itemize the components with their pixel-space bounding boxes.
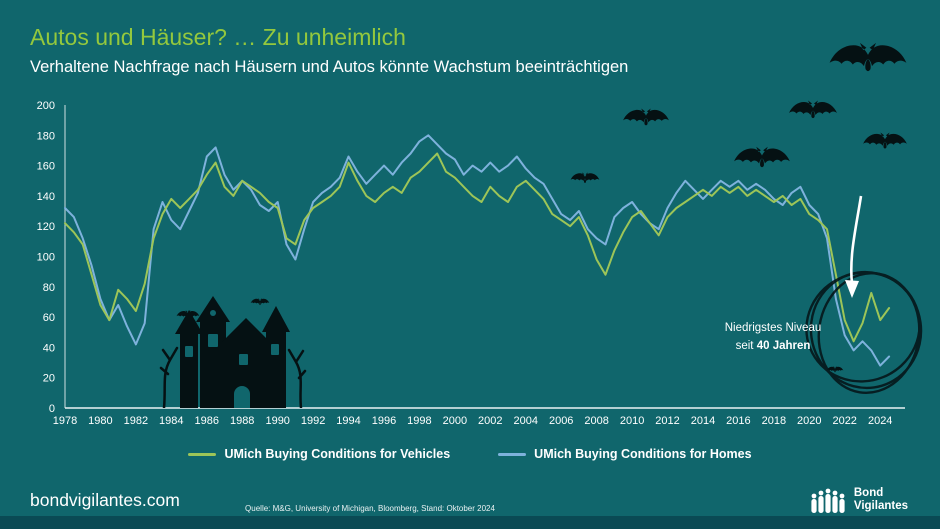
- legend-swatch: [188, 452, 217, 456]
- y-tick-label: 200: [37, 100, 55, 112]
- y-tick-label: 180: [37, 130, 55, 142]
- x-tick-label: 2006: [549, 415, 573, 427]
- x-tick-label: 1992: [301, 415, 325, 427]
- x-tick-label: 2018: [762, 415, 786, 427]
- y-tick-label: 20: [43, 373, 55, 385]
- people-icon: [811, 488, 845, 514]
- x-tick-label: 1982: [124, 415, 148, 427]
- x-tick-label: 2012: [655, 415, 679, 427]
- annotation-text: Niedrigstes Niveau seit: [724, 322, 822, 352]
- x-tick-label: 2000: [443, 415, 467, 427]
- bottom-strip: [0, 516, 940, 529]
- page-title: Autos und Häuser? … Zu unheimlich: [30, 24, 406, 50]
- x-tick-label: 2004: [514, 415, 538, 427]
- x-tick-label: 1984: [159, 415, 183, 427]
- bat-icon: [829, 42, 907, 72]
- x-tick-label: 2020: [797, 415, 821, 427]
- y-tick-label: 140: [37, 191, 55, 203]
- logo-line2: Vigilantes: [853, 500, 908, 513]
- x-tick-label: 2022: [832, 415, 856, 427]
- x-tick-label: 2002: [478, 415, 502, 427]
- x-tick-label: 2016: [726, 415, 750, 427]
- legend-swatch: [498, 452, 527, 456]
- x-tick-label: 2014: [691, 415, 715, 427]
- x-tick-label: 1986: [195, 415, 219, 427]
- chart-legend: UMich Buying Conditions for Vehicles UMic…: [0, 447, 940, 461]
- x-tick-label: 1998: [407, 415, 431, 427]
- x-tick-label: 1990: [265, 415, 289, 427]
- y-tick-label: 160: [37, 161, 55, 173]
- legend-item: UMich Buying Conditions for Vehicles: [188, 447, 450, 461]
- x-tick-label: 2010: [620, 415, 644, 427]
- logo-text: Bond Vigilantes: [854, 487, 908, 513]
- low-level-annotation: Niedrigstes Niveau seit 40 Jahren: [724, 320, 822, 356]
- legend-label: UMich Buying Conditions for Homes: [534, 447, 752, 461]
- y-tick-label: 120: [37, 221, 55, 233]
- y-tick-label: 40: [43, 342, 55, 354]
- x-tick-label: 2008: [584, 415, 608, 427]
- y-tick-label: 100: [37, 252, 55, 264]
- x-tick-label: 1994: [336, 415, 360, 427]
- logo-line1: Bond: [853, 487, 884, 499]
- x-tick-label: 2024: [868, 415, 892, 427]
- y-tick-label: 0: [49, 403, 55, 415]
- x-tick-label: 1988: [230, 415, 254, 427]
- series-line-vehicles: [64, 152, 891, 343]
- annotation-text-bold: 40 Jahren: [756, 339, 811, 352]
- y-tick-label: 80: [43, 282, 55, 294]
- x-tick-label: 1978: [53, 415, 77, 427]
- y-tick-label: 60: [43, 312, 55, 324]
- series-line-homes: [64, 134, 891, 367]
- x-tick-label: 1980: [88, 415, 112, 427]
- line-chart: 0 20 40 60 80 100 120 140 160 180 200 1978 1980 1982 1…: [37, 100, 905, 427]
- source-note: Quelle: M&G, University of Michigan, Blo…: [245, 504, 495, 513]
- legend-item: UMich Buying Conditions for Homes: [498, 447, 752, 461]
- page-subtitle: Verhaltene Nachfrage nach Häusern und Au…: [30, 58, 629, 76]
- x-tick-label: 1996: [372, 415, 396, 427]
- bond-vigilantes-logo: Bond Vigilantes: [809, 487, 908, 514]
- website-link[interactable]: bondvigilantes.com: [30, 490, 180, 510]
- legend-label: UMich Buying Conditions for Vehicles: [224, 447, 451, 461]
